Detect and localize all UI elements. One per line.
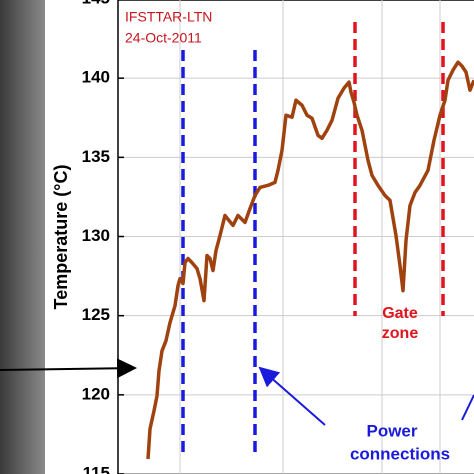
arrow xyxy=(461,394,474,421)
annotation: zone xyxy=(382,325,419,342)
arrow xyxy=(258,366,326,426)
y-axis-label: Temperature (°C) xyxy=(51,165,71,310)
y-tick-label: 145 xyxy=(82,0,110,7)
y-tick-label: 115 xyxy=(83,463,110,474)
photo-strip xyxy=(0,0,45,474)
y-tick-label: 120 xyxy=(82,384,110,403)
y-tick-label: 125 xyxy=(82,305,110,324)
annotation: 24-Oct-2011 xyxy=(125,30,202,46)
annotation: connections xyxy=(350,444,450,463)
annotation: IFSTTAR-LTN xyxy=(125,9,212,25)
arrow xyxy=(0,358,137,379)
y-tick-label: 130 xyxy=(82,226,110,245)
annotation: Gate xyxy=(382,305,418,322)
y-tick-label: 140 xyxy=(82,68,110,87)
data-line xyxy=(146,60,474,460)
y-tick-label: 135 xyxy=(82,147,110,166)
annotation: Power xyxy=(366,421,417,440)
